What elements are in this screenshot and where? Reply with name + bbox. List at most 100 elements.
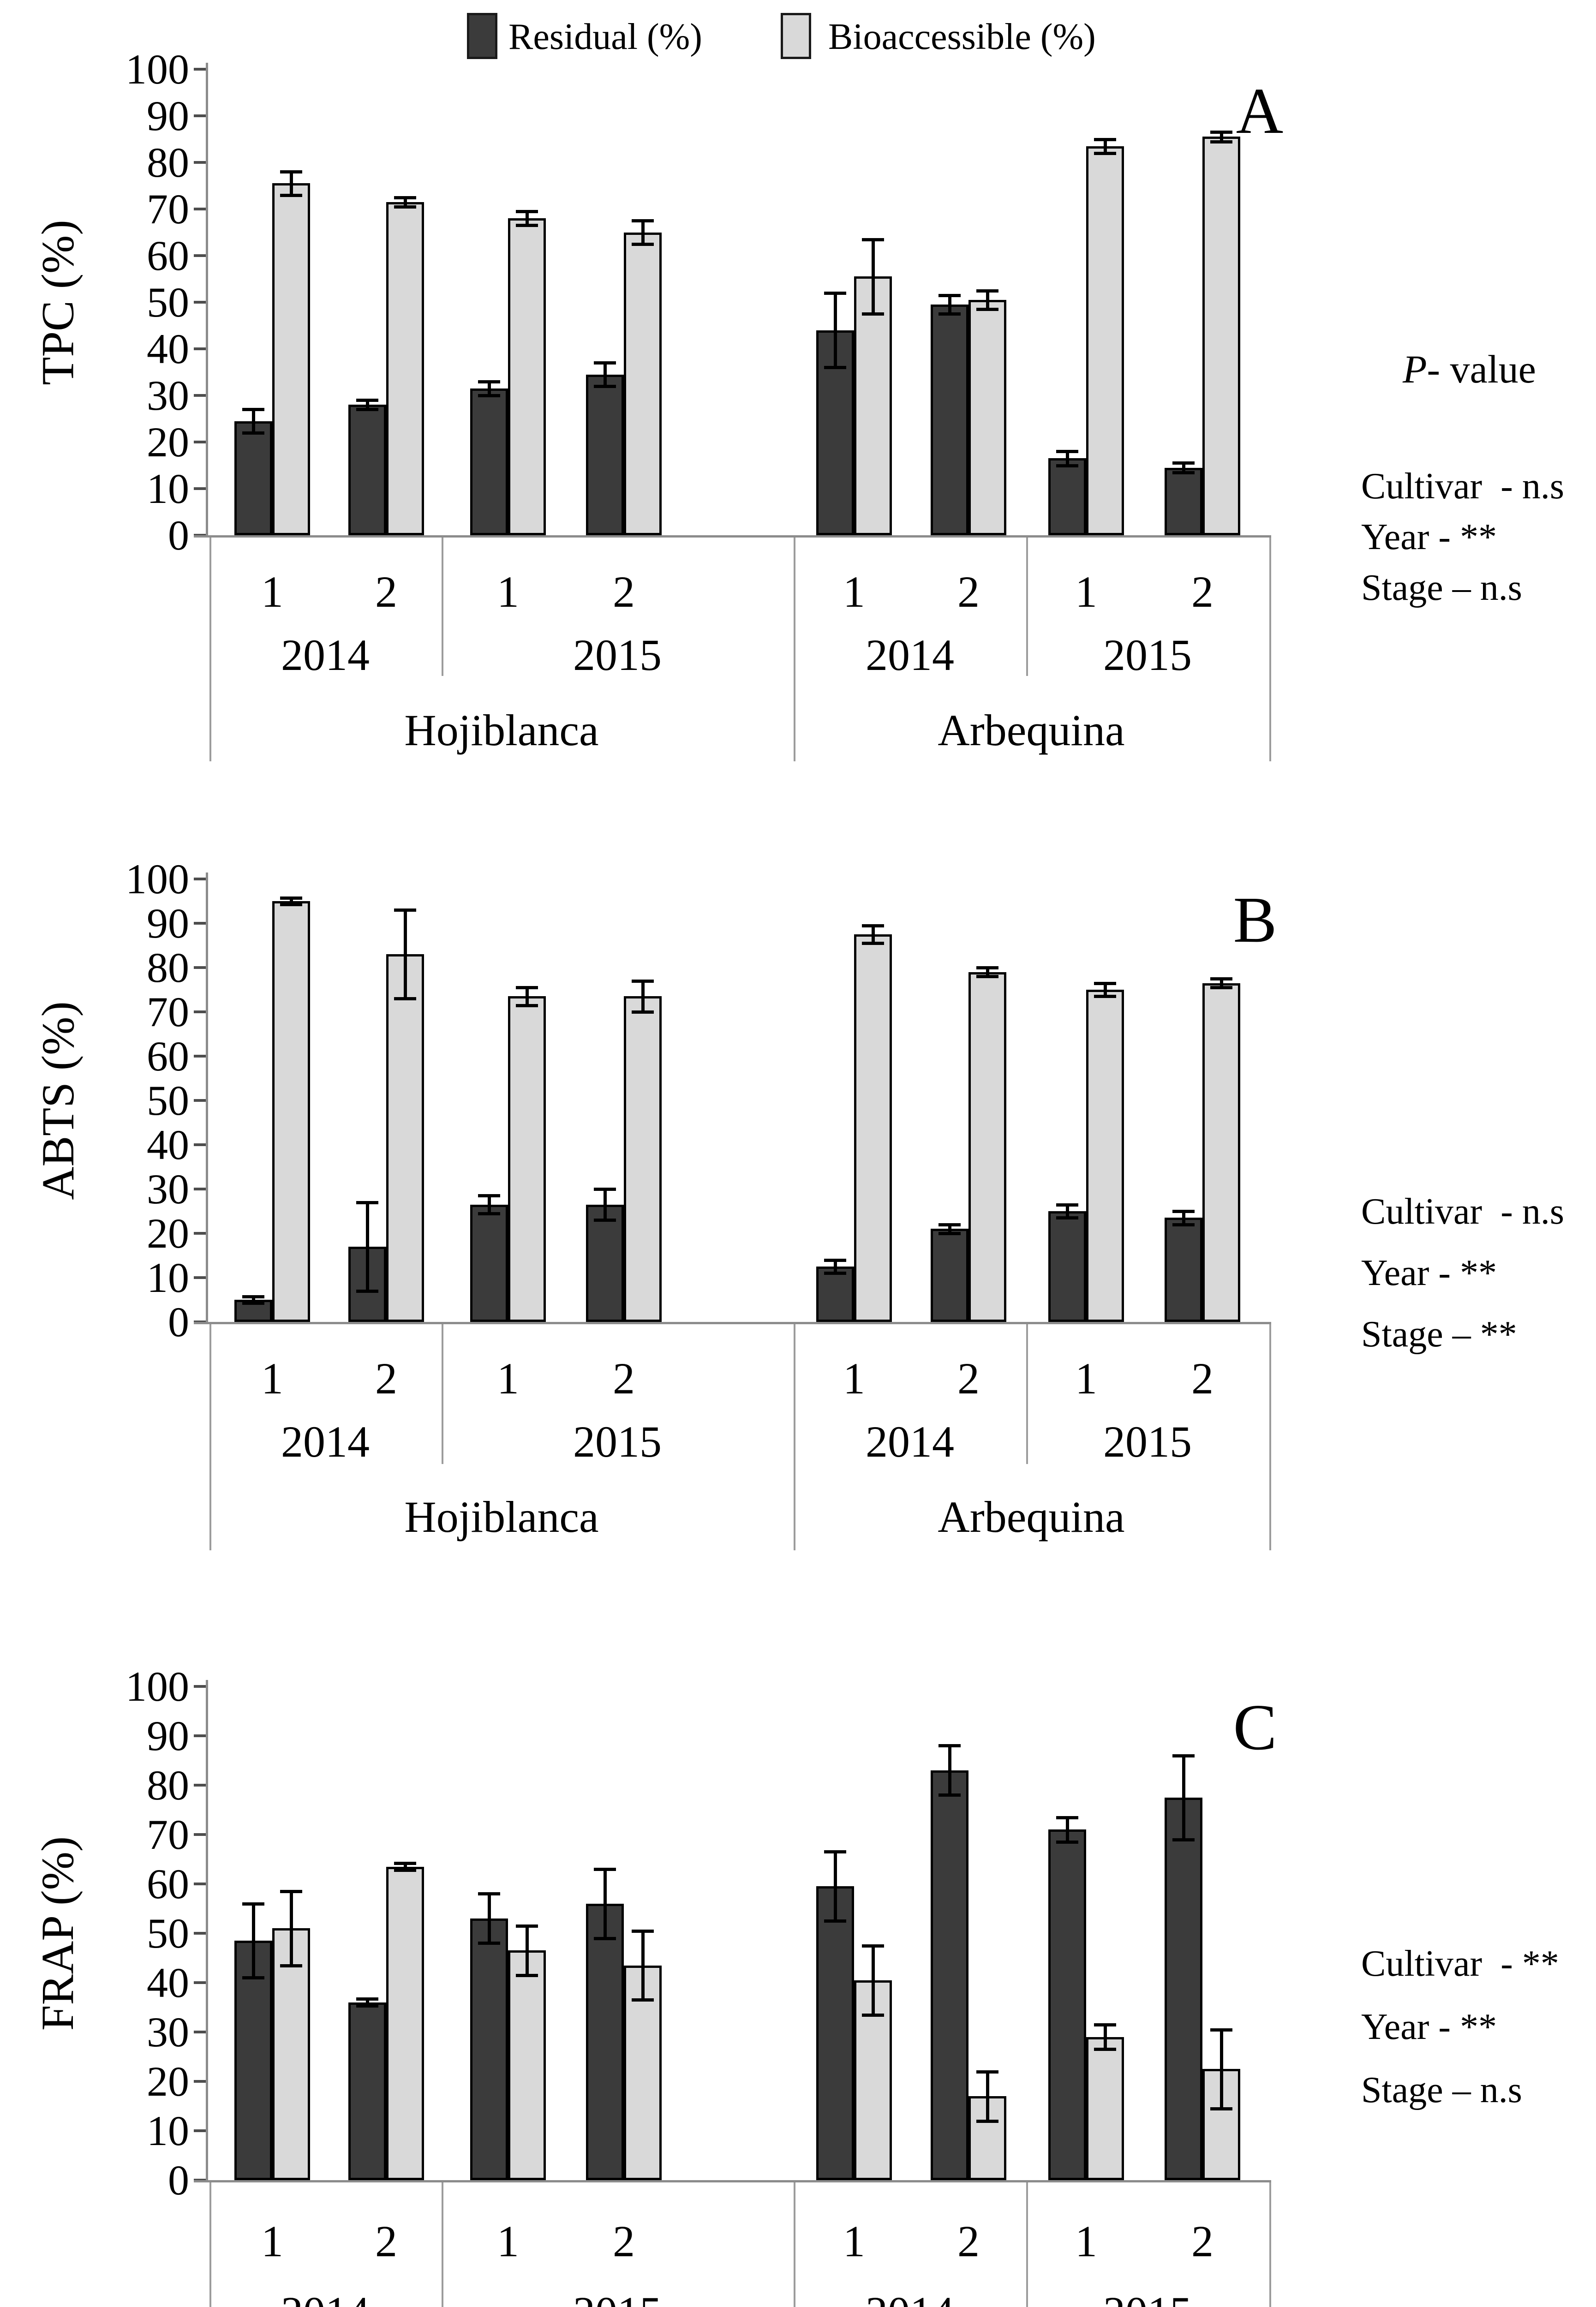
error-bar-cap-bottom [394, 1869, 416, 1872]
cultivar-label: Hojiblanca [404, 1492, 599, 1542]
error-bar-line [986, 290, 989, 310]
error-bar-cap-top [938, 1744, 961, 1748]
bar-residual [586, 1903, 624, 2180]
error-bar-line [871, 925, 875, 944]
error-bar-cap-bottom [1056, 464, 1078, 467]
category-divider-line [1269, 538, 1271, 761]
year-label: 2014 [808, 2287, 1011, 2307]
p-value-line: Year - ** [1361, 2007, 1497, 2047]
error-bar-cap-top [394, 1862, 416, 1865]
error-bar-cap-top [242, 1902, 264, 1906]
error-bar-cap-bottom [976, 975, 998, 979]
error-bar-cap-bottom [938, 1232, 961, 1235]
error-bar-cap-bottom [516, 1004, 538, 1007]
bar-bioaccessible [272, 183, 310, 535]
y-axis-tick-label: 0 [168, 512, 189, 559]
bar-bioaccessible [386, 202, 424, 535]
error-bar-cap-bottom [594, 384, 616, 388]
y-axis-tick-label: 10 [147, 2107, 189, 2154]
error-bar-line [871, 239, 875, 314]
error-bar-cap-bottom [1056, 1216, 1078, 1220]
error-bar-line [603, 1189, 607, 1220]
error-bar-cap-top [938, 293, 961, 297]
category-divider-line [1269, 1324, 1271, 1550]
stage-label: 1 [261, 567, 283, 616]
y-axis-tick [194, 114, 208, 117]
year-label: 2015 [573, 630, 662, 680]
error-bar-cap-bottom [1094, 151, 1116, 155]
p-value-line: Cultivar - n.s [1361, 466, 1564, 507]
y-axis-tick-label: 60 [147, 1860, 189, 1907]
p-value-line: Stage – n.s [1361, 2070, 1522, 2110]
error-bar-cap-top [862, 1944, 884, 1948]
p-value-line: Stage – ** [1361, 1314, 1517, 1355]
y-axis-tick-label: 40 [147, 1959, 189, 2006]
error-bar-line [1219, 132, 1223, 142]
error-bar-cap-bottom [516, 224, 538, 227]
error-bar-cap-bottom [280, 1964, 302, 1967]
error-bar-cap-bottom [862, 942, 884, 945]
y-axis-tick [194, 2031, 208, 2033]
error-bar-cap-top [824, 1258, 846, 1262]
year-label: 2014 [281, 1417, 370, 1466]
y-axis-tick [194, 1685, 208, 1688]
category-divider-line [1026, 1324, 1028, 1464]
error-bar-cap-top [632, 219, 654, 223]
y-axis-tick-label: 20 [147, 2058, 189, 2105]
error-bar-cap-top [1056, 1816, 1078, 1819]
y-axis-tick [194, 1099, 208, 1102]
error-bar-cap-bottom [824, 1272, 846, 1275]
error-bar-line [948, 295, 951, 314]
stage-label: 2 [375, 567, 397, 616]
bar-bioaccessible [968, 972, 1006, 1322]
error-bar-cap-bottom [478, 1942, 500, 1945]
y-axis-tick [194, 254, 208, 257]
y-axis-tick [194, 878, 208, 880]
year-label: 2014 [866, 1417, 954, 1466]
category-divider-line [1026, 2182, 1028, 2307]
error-bar-cap-top [976, 966, 998, 969]
error-bar-line [871, 1945, 875, 2015]
error-bar-cap-bottom [242, 431, 264, 435]
bar-bioaccessible [508, 1950, 546, 2180]
error-bar-line [525, 211, 529, 226]
bar-residual [1165, 1218, 1202, 1322]
error-bar-cap-top [594, 1188, 616, 1191]
stage-label: 2 [957, 567, 980, 616]
y-axis-tick [194, 1232, 208, 1235]
error-bar-cap-top [280, 897, 302, 900]
year-label: 2014 [281, 630, 370, 680]
category-divider-line [442, 538, 443, 676]
bar-residual [816, 1886, 854, 2180]
y-axis-tick-label: 80 [147, 139, 189, 186]
error-bar-cap-top [1094, 981, 1116, 985]
error-bar-line [403, 197, 407, 207]
y-axis-tick [194, 68, 208, 71]
error-bar-cap-top [516, 986, 538, 990]
y-axis-tick-label: 40 [147, 1121, 189, 1168]
error-bar-cap-top [1210, 131, 1232, 134]
p-value-line: Year - ** [1361, 517, 1497, 557]
error-bar-cap-top [1210, 977, 1232, 980]
error-bar-line [365, 400, 369, 410]
y-axis-tick [194, 1010, 208, 1013]
error-bar-cap-bottom [394, 205, 416, 209]
error-bar-line [403, 910, 407, 999]
bar-residual [1048, 458, 1086, 535]
y-axis-tick [194, 208, 208, 210]
error-bar-cap-bottom [356, 408, 378, 412]
y-axis-tick-label: 90 [147, 92, 189, 139]
error-bar-cap-top [1172, 1210, 1195, 1213]
error-bar-cap-bottom [938, 1793, 961, 1797]
error-bar-line [948, 1745, 951, 1795]
bar-residual [470, 388, 508, 535]
error-bar-cap-top [356, 1201, 378, 1204]
bar-bioaccessible [624, 996, 662, 1322]
y-axis-tick-label: 100 [126, 855, 189, 902]
bar-bioaccessible [386, 954, 424, 1322]
y-axis-tick-label: 30 [147, 372, 189, 419]
bar-residual [1165, 467, 1202, 535]
category-divider-line [1026, 538, 1028, 676]
error-bar-line [487, 1894, 491, 1943]
y-axis-tick-label: 70 [147, 988, 189, 1035]
